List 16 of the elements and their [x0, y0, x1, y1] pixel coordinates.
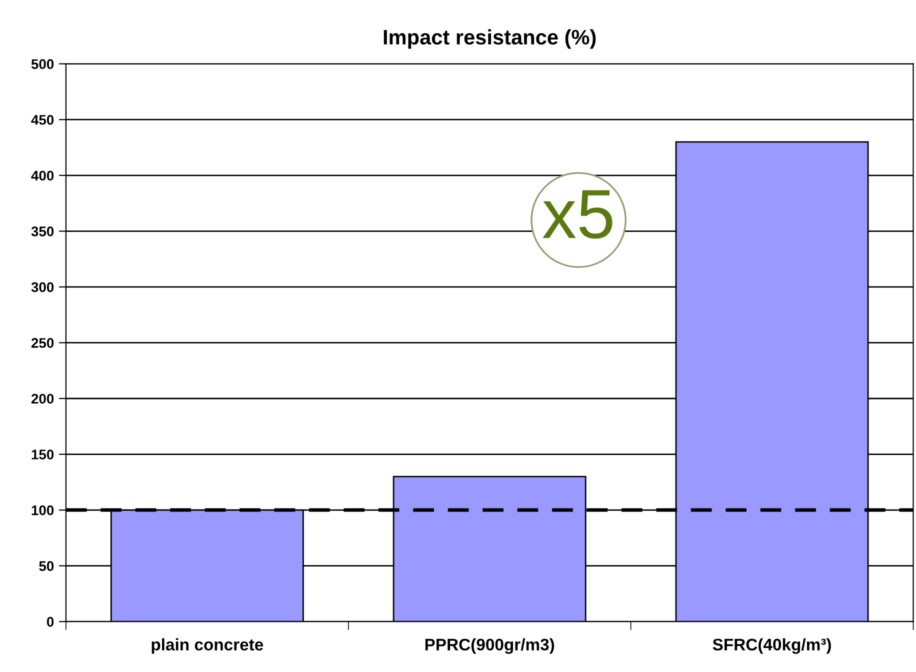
- chart-title: Impact resistance (%): [384, 29, 596, 49]
- x-tick-label: plain concrete: [152, 638, 264, 654]
- x-tick-label: PPRC(900gr/m3): [425, 638, 554, 654]
- y-tick-label: 200: [31, 394, 54, 404]
- y-tick-label: 500: [31, 59, 54, 70]
- x-tick-label: SFRC(40kg/m³): [712, 638, 831, 654]
- y-tick-label: 450: [31, 114, 54, 125]
- y-tick-label: 250: [31, 338, 54, 348]
- y-tick-label: 50: [39, 561, 54, 571]
- y-tick-label: 400: [31, 170, 54, 181]
- y-tick-label: 0: [46, 616, 54, 627]
- y-tick-label: 100: [32, 505, 54, 516]
- y-tick-label: 300: [31, 282, 54, 292]
- annotation: x5: [542, 190, 612, 239]
- y-tick-label: 350: [31, 226, 54, 236]
- y-tick-label: 150: [32, 450, 54, 460]
